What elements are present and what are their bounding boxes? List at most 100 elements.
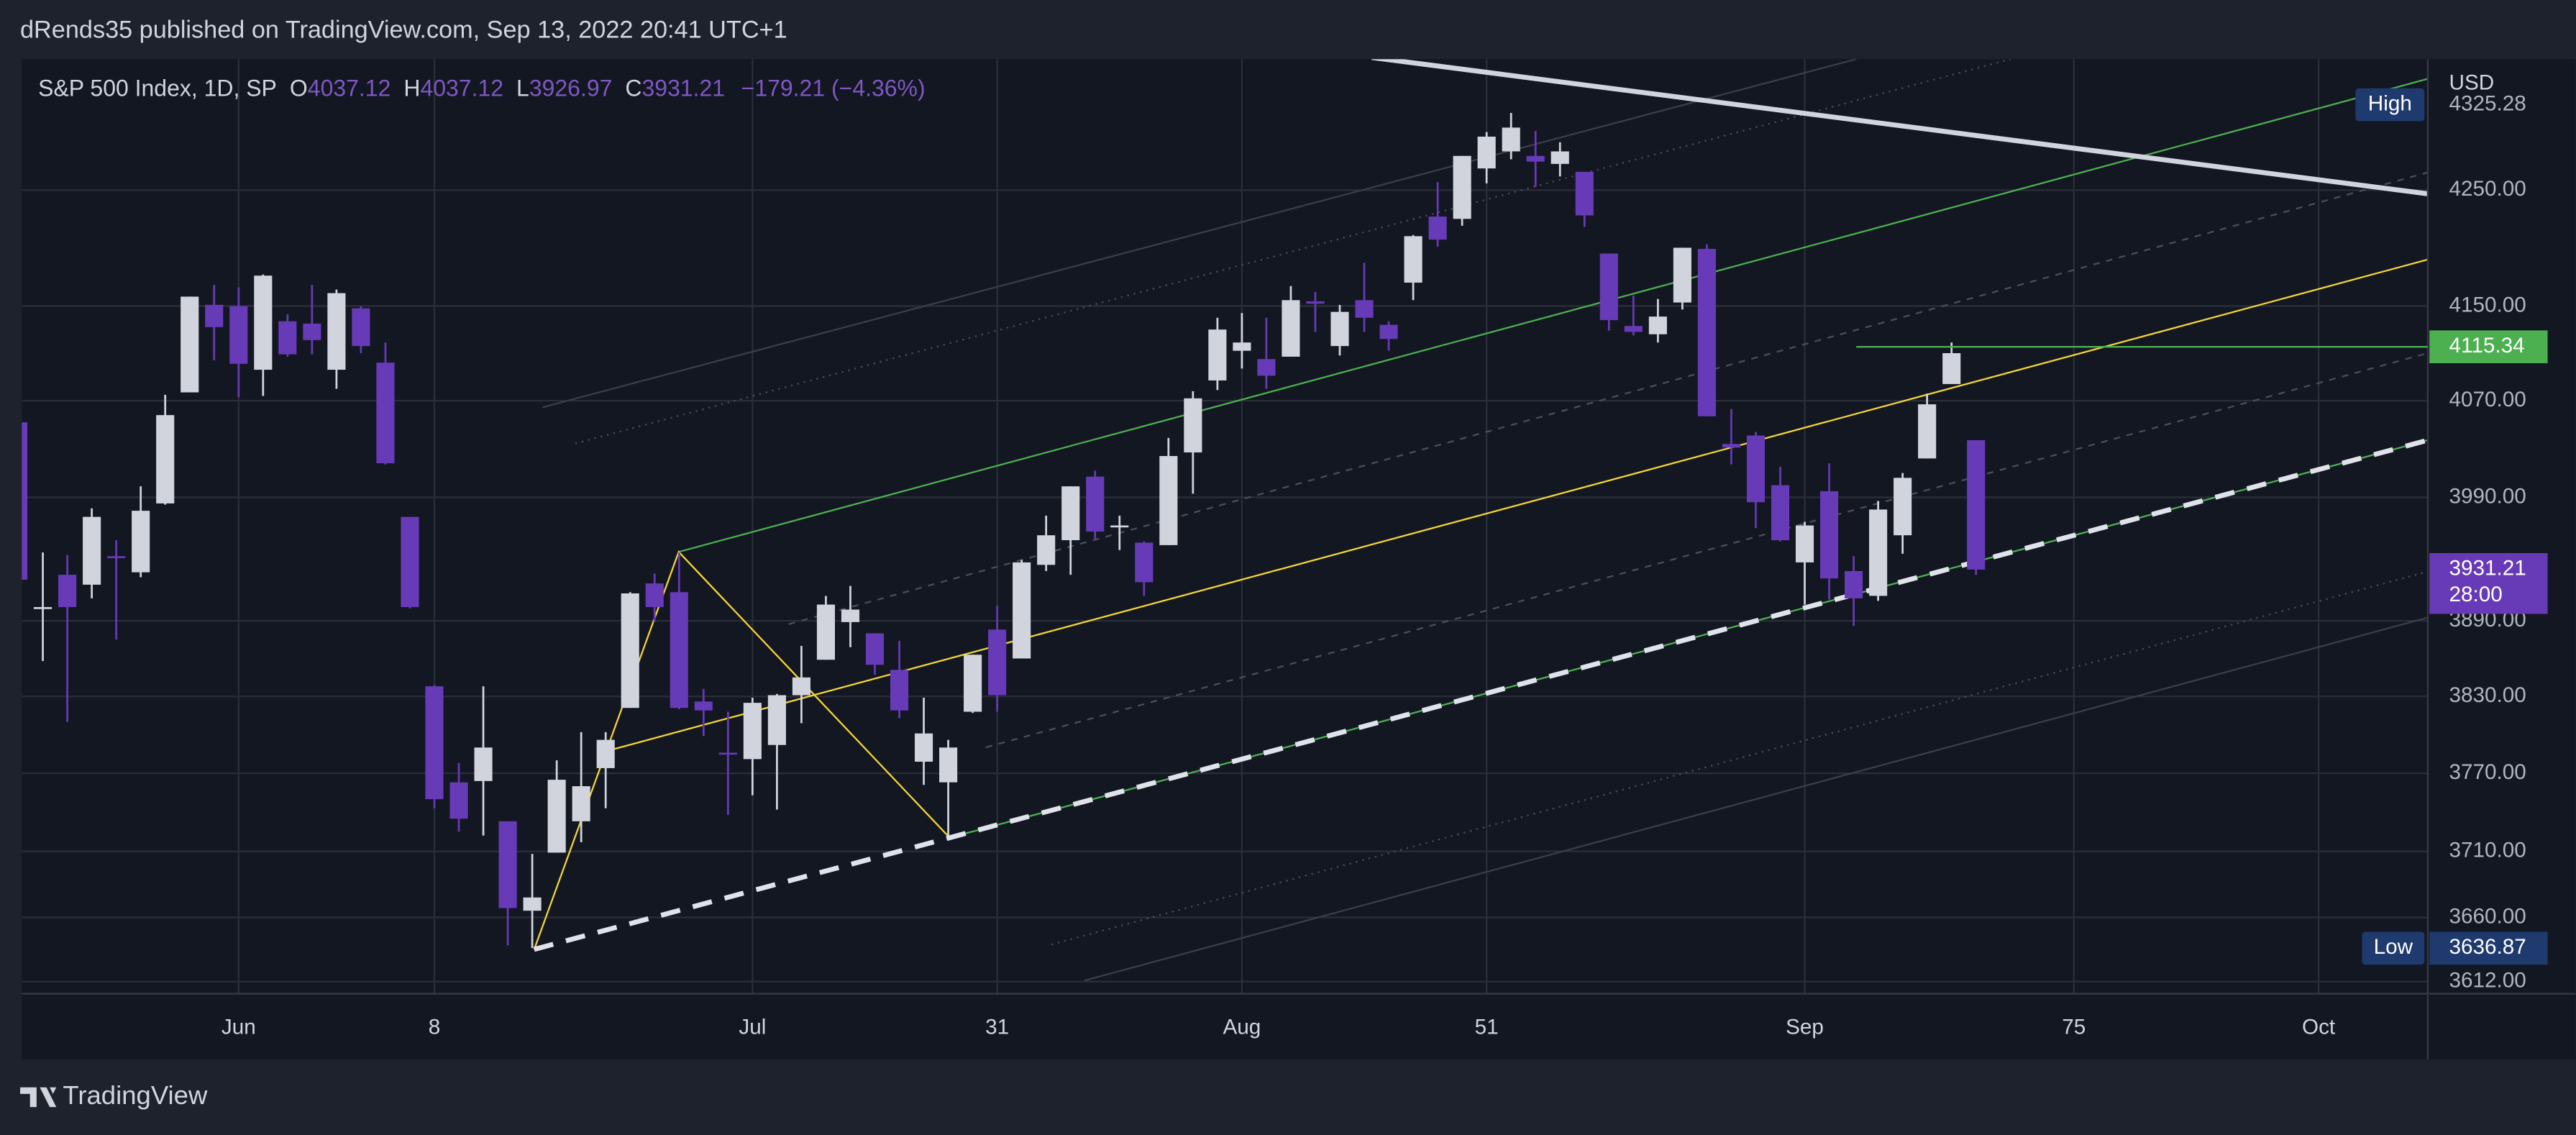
- low-badge: [2362, 931, 2425, 965]
- candle-body: [939, 747, 958, 783]
- candle-body: [1746, 435, 1766, 503]
- candle-body: [1208, 329, 1227, 380]
- y-tick-label: 3830.00: [2449, 683, 2526, 707]
- candle-body: [572, 786, 590, 821]
- last-price-badge: [2429, 553, 2548, 614]
- x-tick-label: Jul: [739, 1015, 766, 1039]
- candle-body: [743, 703, 762, 760]
- legend-h: H: [403, 76, 420, 101]
- candle-body: [1550, 151, 1569, 164]
- low-price-label: 3636.87: [2449, 935, 2526, 959]
- downtrend-line: [1371, 59, 2428, 196]
- candle-body: [718, 752, 737, 755]
- candle-body: [449, 782, 468, 819]
- low-price-badge: [2429, 931, 2548, 965]
- parallel-line: [1051, 570, 2428, 946]
- candle-body: [1355, 300, 1374, 318]
- candle-body: [1869, 509, 1888, 596]
- x-tick-label: Jun: [221, 1015, 256, 1039]
- candle-body: [107, 556, 126, 559]
- y-tick-label: 4070.00: [2449, 388, 2526, 411]
- chart-area: [22, 59, 2576, 1059]
- candle-body: [1330, 311, 1349, 347]
- candle-body: [1257, 359, 1276, 376]
- y-tick-label: 3990.00: [2449, 484, 2526, 508]
- x-tick-label: 51: [1475, 1015, 1499, 1039]
- candle-body: [1845, 570, 1863, 598]
- x-tick-label: 8: [429, 1015, 441, 1039]
- high-price-label: 4325.28: [2449, 91, 2526, 115]
- parallel-line: [542, 59, 1857, 409]
- candle-body: [1819, 491, 1839, 579]
- legend-c: C: [625, 76, 641, 101]
- candle-body: [401, 516, 419, 608]
- y-tick-label: 3660.00: [2449, 904, 2526, 928]
- legend-high: 4037.12: [420, 76, 503, 101]
- candle-body: [767, 695, 786, 745]
- candle-body: [181, 296, 199, 393]
- candle-body: [1673, 247, 1691, 303]
- trend-line-dashed: [533, 437, 2428, 952]
- candle-body: [914, 733, 933, 762]
- candle-body: [1918, 404, 1937, 459]
- candle-body: [1061, 486, 1080, 541]
- candle-body: [1477, 136, 1496, 169]
- candle-body: [645, 583, 664, 608]
- candle-body: [156, 415, 175, 503]
- candle-body: [1575, 171, 1594, 216]
- candle-body: [1184, 398, 1202, 452]
- candle-body: [1110, 525, 1129, 528]
- candle-body: [1086, 476, 1105, 532]
- candle-body: [205, 304, 224, 327]
- last-price-label: 3931.21: [2449, 557, 2526, 580]
- candle-body: [352, 308, 370, 347]
- candle-body: [890, 670, 909, 711]
- level-label: 4115.34: [2449, 334, 2525, 357]
- high-badge: [2355, 88, 2425, 122]
- candle-body: [1135, 542, 1154, 583]
- candle-body: [1795, 525, 1814, 562]
- candle-body: [1404, 236, 1422, 283]
- y-tick-label: 3612.00: [2449, 969, 2526, 993]
- legend-close: 3931.21: [642, 76, 726, 101]
- candle-body: [1037, 535, 1056, 565]
- candle-body: [34, 607, 52, 609]
- candle-body: [229, 306, 248, 364]
- candle-body: [376, 363, 395, 464]
- high-badge-label: High: [2368, 91, 2412, 115]
- candle-body: [1942, 352, 1961, 384]
- candle-body: [498, 821, 517, 908]
- candle-body: [1013, 562, 1031, 659]
- candle-body: [1159, 456, 1178, 545]
- y-tick-label: 3770.00: [2449, 760, 2526, 784]
- candle-body: [1306, 301, 1325, 304]
- legend-open: 4037.12: [308, 76, 391, 101]
- candle-body: [1526, 155, 1545, 162]
- countdown-label: 28:00: [2449, 583, 2503, 606]
- candle-body: [1233, 342, 1251, 351]
- candle-body: [58, 575, 77, 608]
- candle-body: [988, 629, 1007, 696]
- candle-body: [474, 747, 493, 781]
- candle-body: [865, 633, 885, 665]
- candle-body: [132, 511, 150, 573]
- low-badge-label: Low: [2374, 935, 2413, 959]
- x-tick-label: Sep: [1786, 1015, 1824, 1039]
- logo: TradingView: [20, 1080, 208, 1110]
- pitchfork-median: [608, 258, 2428, 752]
- candle-body: [1502, 127, 1520, 152]
- candle-body: [964, 655, 982, 712]
- candle-body: [1771, 485, 1790, 541]
- x-tick-label: 31: [985, 1015, 1009, 1039]
- level-badge: [2429, 330, 2548, 364]
- legend-l: L: [516, 76, 529, 101]
- candle-body: [1282, 300, 1300, 357]
- candle-body: [816, 604, 835, 660]
- candle-body: [83, 516, 101, 585]
- candle-body: [425, 686, 444, 800]
- candle-body: [1599, 253, 1618, 321]
- y-tick-label: 3710.00: [2449, 838, 2526, 862]
- candle-body: [523, 897, 542, 911]
